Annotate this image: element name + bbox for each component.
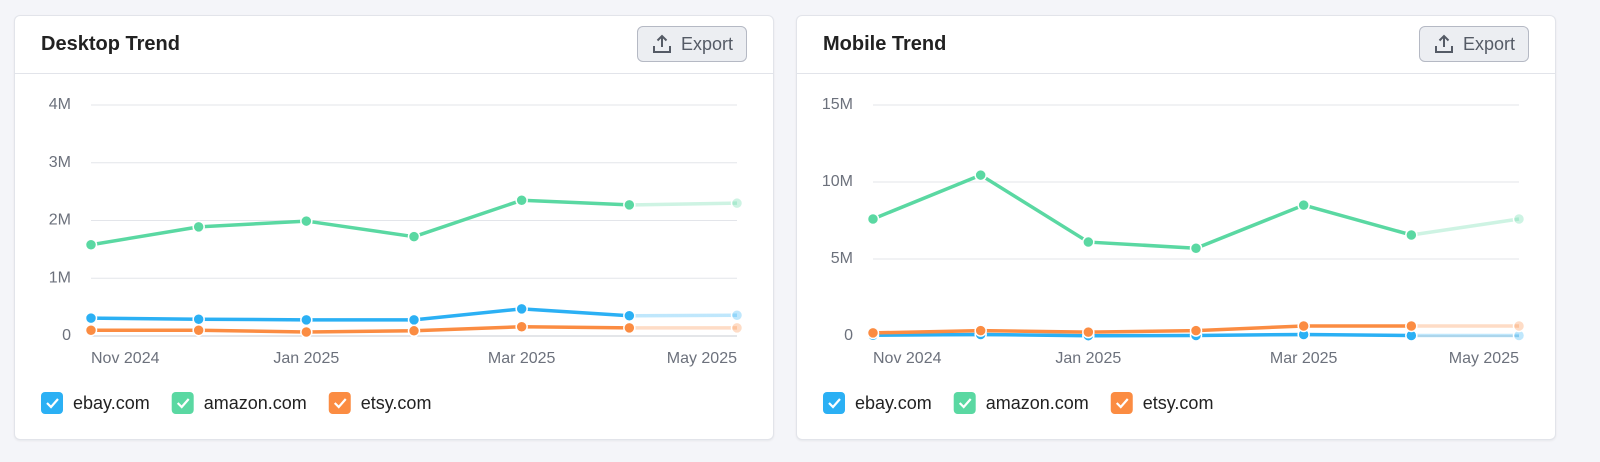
y-tick-label: 2M: [49, 212, 71, 229]
legend-item[interactable]: ebay.com: [41, 392, 150, 414]
data-point: [1405, 319, 1418, 333]
y-tick-label: 5M: [831, 250, 853, 267]
data-point: [623, 321, 636, 335]
data-point: [866, 212, 880, 226]
data-point: [84, 323, 98, 337]
legend-item[interactable]: amazon.com: [953, 392, 1089, 414]
chart-card: Mobile Trend Export 0 5M 10M 15M Nov 2024 Jan…: [796, 15, 1556, 440]
y-tick-label: 4M: [49, 96, 71, 113]
x-tick-label: May 2025: [667, 350, 737, 367]
x-tick-label: Jan 2025: [273, 350, 339, 367]
legend-item[interactable]: etsy.com: [328, 392, 432, 414]
data-point: [515, 194, 528, 207]
x-tick-label: Mar 2025: [488, 350, 556, 367]
chart: 0 5M 10M 15M Nov 2024 Jan 2025 Mar 2025 May 202…: [822, 96, 1526, 414]
legend-check: [958, 398, 972, 409]
data-point: [866, 326, 880, 340]
legend-checkbox: [171, 392, 194, 414]
legend-label: amazon.com: [986, 393, 1089, 413]
data-point: [300, 325, 313, 339]
legend-label: etsy.com: [361, 393, 432, 413]
export-icon: [652, 34, 671, 53]
export-icon: [1434, 34, 1453, 53]
data-point: [623, 309, 636, 323]
data-point: [974, 324, 987, 337]
data-point: [1297, 198, 1310, 212]
legend-checkbox: [823, 392, 845, 414]
data-point: [1189, 324, 1203, 337]
export-button[interactable]: Export: [1419, 26, 1529, 62]
export-label: Export: [1462, 33, 1516, 54]
data-point: [84, 311, 98, 325]
legend-checkbox: [1110, 392, 1133, 414]
y-tick-label: 1M: [49, 269, 71, 286]
data-point: [1512, 319, 1526, 333]
data-point: [974, 168, 987, 182]
legend-check: [1115, 398, 1129, 409]
chart-card: Desktop Trend Export 0 1M 2M 3M 4M Nov 2024 Ja…: [14, 15, 774, 440]
legend-checkbox: [41, 392, 63, 414]
x-tick-label: Nov 2024: [91, 350, 160, 367]
data-point: [1082, 325, 1095, 339]
chart-title: Mobile Trend: [823, 33, 947, 55]
legend-item[interactable]: etsy.com: [1110, 392, 1214, 414]
export-label: Export: [680, 33, 734, 54]
data-point: [623, 198, 636, 212]
legend-item[interactable]: amazon.com: [171, 392, 307, 414]
data-point: [1512, 212, 1526, 226]
data-point: [1512, 329, 1526, 342]
data-point: [300, 313, 313, 327]
x-tick-label: Nov 2024: [873, 350, 942, 367]
legend-label: etsy.com: [1143, 393, 1214, 413]
data-point: [407, 324, 421, 338]
x-tick-label: May 2025: [1449, 350, 1519, 367]
y-tick-label: 0: [844, 327, 853, 344]
data-point: [300, 214, 313, 228]
legend-item[interactable]: ebay.com: [823, 392, 932, 414]
data-point: [730, 196, 744, 210]
y-tick-label: 3M: [49, 154, 71, 171]
data-point: [1189, 241, 1203, 255]
data-point: [407, 313, 421, 327]
legend-check: [176, 398, 190, 409]
data-point: [84, 238, 98, 252]
data-point: [515, 320, 528, 334]
data-point: [1082, 235, 1095, 249]
data-point: [1297, 319, 1310, 333]
legend-checkbox: [953, 392, 976, 414]
x-tick-label: Jan 2025: [1055, 350, 1121, 367]
legend-label: ebay.com: [855, 393, 932, 413]
export-button[interactable]: Export: [637, 26, 747, 62]
data-point: [192, 313, 205, 326]
series-line: [872, 173, 1520, 250]
data-point: [730, 321, 744, 335]
data-point: [1405, 228, 1418, 242]
data-point: [192, 220, 205, 234]
data-point: [730, 308, 744, 322]
card-header: Desktop Trend Export: [15, 16, 773, 74]
legend-checkbox: [328, 392, 351, 414]
x-tick-label: Mar 2025: [1270, 350, 1338, 367]
data-point: [407, 230, 421, 243]
y-tick-label: 15M: [822, 96, 853, 113]
y-tick-label: 10M: [822, 173, 853, 190]
data-point: [515, 302, 528, 316]
legend-check: [46, 398, 59, 409]
legend-check: [333, 398, 347, 409]
data-point: [192, 323, 205, 337]
chart-title: Desktop Trend: [41, 33, 180, 55]
legend-check: [828, 398, 841, 409]
chart: 0 1M 2M 3M 4M Nov 2024 Jan 2025 Mar 2025 May 202…: [41, 96, 744, 414]
legend-label: amazon.com: [204, 393, 307, 413]
card-header: Mobile Trend Export: [797, 16, 1555, 74]
legend-label: ebay.com: [73, 393, 150, 413]
y-tick-label: 0: [62, 327, 71, 344]
